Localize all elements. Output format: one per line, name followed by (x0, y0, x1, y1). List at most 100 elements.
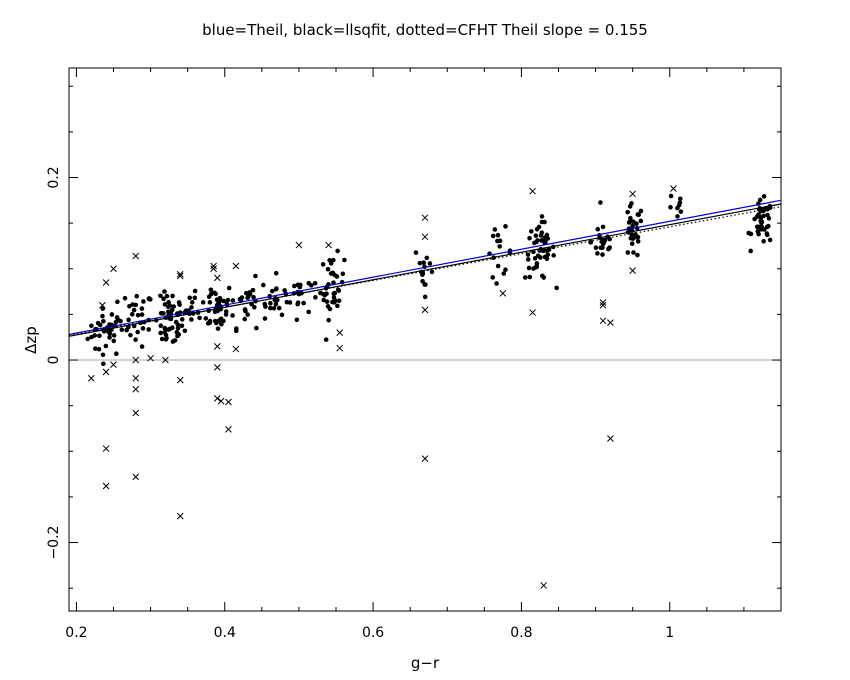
data-point (146, 296, 152, 301)
data-point (312, 281, 318, 286)
data-point (230, 313, 235, 318)
outlier-point (132, 473, 140, 481)
data-point (205, 321, 211, 326)
data-point (254, 325, 259, 331)
data-point (494, 281, 499, 286)
data-point (539, 214, 545, 219)
outlier-point (217, 397, 225, 405)
data-point (630, 219, 636, 224)
data-point (301, 300, 306, 306)
data-point (295, 282, 301, 288)
outlier-point (132, 356, 140, 364)
data-point (635, 252, 640, 258)
data-point (313, 295, 318, 300)
outlier-point (599, 317, 607, 325)
chart-title: blue=Theil, black=llsqfit, dotted=CFHT T… (202, 21, 648, 39)
data-point (306, 309, 311, 315)
data-point (335, 248, 340, 254)
data-point (135, 329, 140, 335)
outlier-point (225, 426, 232, 433)
data-point (754, 214, 760, 219)
data-point (100, 352, 106, 358)
data-point (541, 275, 547, 280)
data-point (636, 212, 642, 217)
fit-lines-layer (68, 199, 782, 337)
data-point (165, 309, 171, 315)
outlier-point (99, 301, 106, 309)
data-point (331, 291, 336, 296)
data-point (167, 303, 173, 308)
outlier-point (102, 368, 110, 376)
outlier-point (147, 354, 154, 362)
data-point (189, 300, 195, 305)
outlier-point (421, 214, 429, 222)
data-point (638, 208, 644, 214)
outlier-point (210, 262, 217, 270)
data-point (497, 244, 502, 249)
data-point (103, 343, 109, 349)
data-point (242, 316, 248, 322)
data-point (543, 240, 548, 245)
data-point (162, 325, 168, 331)
data-point (85, 336, 91, 342)
data-point (273, 301, 279, 307)
data-point (219, 321, 224, 327)
data-point (170, 293, 175, 299)
data-point (628, 235, 634, 241)
data-point (320, 262, 326, 267)
data-point (279, 312, 285, 318)
data-point (215, 308, 220, 314)
plot-area (68, 67, 782, 612)
outlier-point (336, 344, 344, 352)
outlier-point (499, 290, 507, 297)
data-point (164, 335, 169, 341)
data-point (182, 328, 188, 334)
outlier-point (421, 306, 429, 314)
outlier-point (102, 279, 110, 286)
data-point (606, 246, 612, 251)
outlier-point (110, 361, 117, 368)
data-point (261, 282, 266, 288)
data-point (598, 200, 603, 205)
y-tick-label: 0 (46, 356, 62, 365)
data-point (600, 241, 606, 247)
data-point (170, 339, 176, 344)
data-point (139, 312, 145, 317)
outlier-point (102, 445, 110, 452)
data-point (189, 305, 194, 310)
outlier-point (132, 409, 140, 417)
data-point (633, 234, 639, 240)
data-point (292, 283, 297, 289)
data-point (492, 227, 498, 232)
data-point (159, 336, 165, 342)
data-point (101, 319, 106, 324)
data-point (252, 304, 257, 310)
data-point (541, 248, 546, 253)
y-tick-label: 0.2 (46, 166, 62, 188)
data-point (527, 235, 532, 241)
outlier-point (225, 398, 232, 406)
data-point (226, 285, 232, 291)
data-point (532, 256, 538, 261)
data-point (128, 332, 133, 338)
data-point (331, 300, 337, 305)
data-point (161, 296, 166, 302)
data-point (101, 361, 106, 367)
outlier-point (213, 395, 221, 402)
data-point (250, 287, 256, 293)
data-point (761, 194, 767, 199)
data-point (588, 240, 593, 245)
data-point (628, 215, 633, 221)
outlier-point (670, 185, 677, 192)
data-point (757, 197, 763, 203)
data-point (171, 304, 177, 309)
data-point (97, 333, 102, 339)
data-point (262, 316, 268, 321)
data-point (323, 337, 329, 342)
data-point (421, 260, 426, 265)
data-point (215, 326, 221, 331)
fit-line-theil (68, 199, 782, 336)
data-point (535, 253, 541, 259)
outlier-point (629, 267, 637, 274)
data-point (598, 245, 604, 250)
